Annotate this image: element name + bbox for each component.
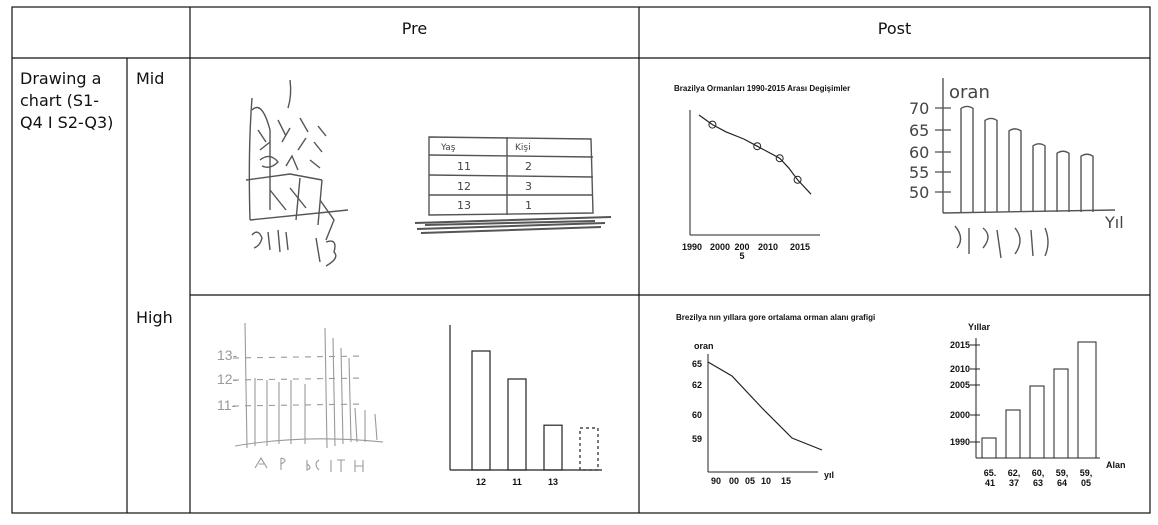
table-cell: 2	[525, 160, 532, 173]
bar	[543, 424, 563, 471]
table-col1-header: Yaş	[440, 143, 456, 153]
x-tick-label: 2010	[758, 242, 778, 252]
mid-pre-sketch-table: Yaş Kişi 11 2 12 3 13 1	[414, 136, 612, 234]
mid-post-line-chart: Brazilya Ormanları 1990-2015 Arası Degiş…	[674, 84, 850, 261]
x-tick-label: 2015	[790, 242, 810, 252]
svg-text:11-: 11-	[217, 397, 237, 413]
table-cell: 12	[457, 180, 471, 193]
x-tick-label: 5	[739, 251, 744, 261]
bar	[1005, 409, 1021, 459]
y-tick-label: 59	[692, 434, 702, 444]
bar	[1032, 143, 1046, 212]
x-tick-label: 37	[1009, 478, 1019, 488]
data-point	[708, 120, 717, 129]
y-axis-label: Yıllar	[968, 322, 991, 332]
chart-title: Brazilya Ormanları 1990-2015 Arası Degiş…	[674, 84, 850, 93]
y-tick-label: 50	[909, 183, 929, 202]
chart-title: Brezilya nın yıllara gore ortalama orman…	[676, 313, 875, 322]
bar	[984, 117, 998, 212]
svg-text:12-: 12-	[217, 371, 238, 387]
header-pre: Pre	[401, 19, 428, 38]
bar	[981, 437, 997, 459]
bar	[1077, 341, 1097, 459]
bar	[471, 350, 491, 471]
y-tick-label: 65	[692, 359, 702, 369]
bar	[1056, 150, 1070, 212]
x-axis-label: Alan	[1106, 460, 1126, 470]
x-tick-label: 13	[548, 477, 558, 487]
y-tick-label: 70	[909, 99, 929, 118]
data-point	[753, 142, 762, 151]
x-tick-label: 2000	[710, 242, 730, 252]
x-tick-label: 1990	[682, 242, 702, 252]
table-cell: 3	[525, 180, 532, 193]
x-tick-label: 00	[729, 476, 739, 486]
x-tick-label: 12	[476, 477, 486, 487]
x-tick-label: 05	[745, 476, 755, 486]
y-tick-label: 1990	[950, 437, 970, 447]
y-tick-label: 2005	[950, 380, 970, 390]
row-label: Drawing a chart (S1-Q4 I S2-Q3)	[20, 69, 114, 132]
table-cell: 1	[525, 199, 532, 212]
x-tick-label: 05	[1081, 478, 1091, 488]
high-post-bar-chart: Yıllar Alan 2015 2010 2005 2000 1990 65.41 62…	[950, 322, 1126, 488]
x-tick-label: 65.	[984, 468, 997, 478]
x-tick-label: 41	[985, 478, 995, 488]
bar	[1008, 128, 1022, 212]
y-tick-label: 65	[909, 121, 929, 140]
mid-pre-sketch-chart	[245, 79, 349, 267]
x-axis-label: yıl	[824, 470, 834, 480]
level-mid: Mid	[136, 69, 165, 88]
data-point	[775, 154, 784, 163]
level-high: High	[136, 308, 173, 327]
table-col2-header: Kişi	[515, 143, 531, 153]
y-tick-label: 2015	[950, 340, 970, 350]
table-cell: 11	[457, 160, 471, 173]
high-post-line-chart: Brezilya nın yıllara gore ortalama orman…	[676, 313, 875, 486]
y-tick-label: 62	[692, 380, 702, 390]
x-tick-label: 59,	[1080, 468, 1093, 478]
bar	[579, 427, 599, 471]
y-tick-label: 60	[909, 143, 929, 162]
x-tick-label: 64	[1057, 478, 1067, 488]
x-tick-label: 63	[1033, 478, 1043, 488]
x-tick-label: 10	[761, 476, 771, 486]
x-tick-label: 62,	[1008, 468, 1021, 478]
x-tick-label: 15	[781, 476, 791, 486]
svg-text:13-: 13-	[217, 347, 238, 363]
bar	[1080, 153, 1094, 212]
header-post: Post	[877, 19, 912, 38]
high-pre-bar-chart: 12 11 13	[449, 325, 602, 487]
y-tick-label: 55	[909, 163, 929, 182]
y-axis-label: oran	[694, 341, 714, 351]
x-tick-label: 90	[711, 476, 721, 486]
table-cell: 13	[457, 199, 471, 212]
y-tick-label: 60	[692, 410, 702, 420]
x-tick-label: 200	[734, 242, 749, 252]
y-tick-label: 2000	[950, 410, 970, 420]
bar	[960, 105, 974, 212]
y-axis-label: oran	[949, 82, 990, 103]
y-tick-label: 2010	[950, 364, 970, 374]
data-point	[793, 175, 802, 184]
x-axis-label: Yıl	[1104, 213, 1124, 232]
high-pre-sketch-chart: 13- 12- 11-	[217, 322, 384, 472]
x-tick-label: 59,	[1056, 468, 1069, 478]
x-tick-label: 60,	[1032, 468, 1045, 478]
bar	[1029, 385, 1045, 459]
x-tick-label: 11	[512, 477, 522, 487]
bar	[507, 378, 527, 471]
bar	[1053, 368, 1069, 459]
